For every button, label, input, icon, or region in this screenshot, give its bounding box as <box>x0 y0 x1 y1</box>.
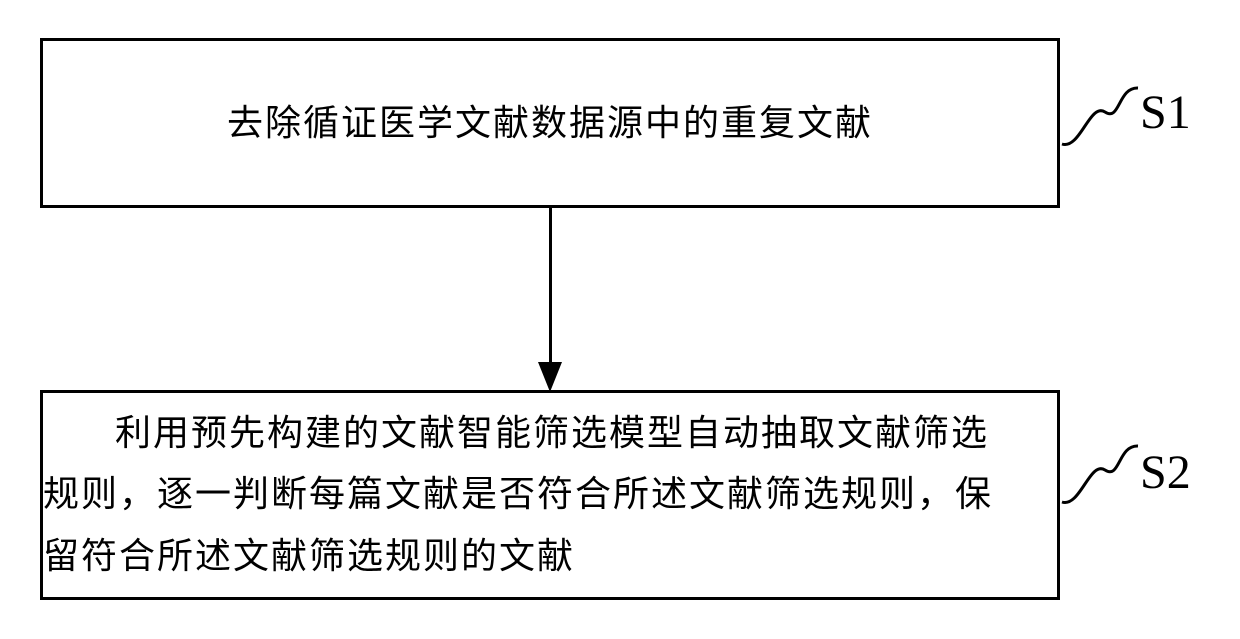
connector-s2 <box>1060 440 1140 510</box>
connector-s1 <box>1060 82 1140 152</box>
process-box-s1: 去除循证医学文献数据源中的重复文献 <box>40 38 1060 208</box>
process-box-s1-text: 去除循证医学文献数据源中的重复文献 <box>43 96 1057 150</box>
step-label-s1: S1 <box>1140 85 1191 140</box>
step-label-s2: S2 <box>1140 445 1191 500</box>
arrow-line <box>549 208 552 368</box>
flowchart-container: 去除循证医学文献数据源中的重复文献 利用预先构建的文献智能筛选模型自动抽取文献筛… <box>0 0 1240 639</box>
process-box-s2: 利用预先构建的文献智能筛选模型自动抽取文献筛选规则，逐一判断每篇文献是否符合所述… <box>40 390 1060 600</box>
arrow-head-icon <box>538 362 562 392</box>
process-box-s2-text: 利用预先构建的文献智能筛选模型自动抽取文献筛选规则，逐一判断每篇文献是否符合所述… <box>43 403 1023 587</box>
